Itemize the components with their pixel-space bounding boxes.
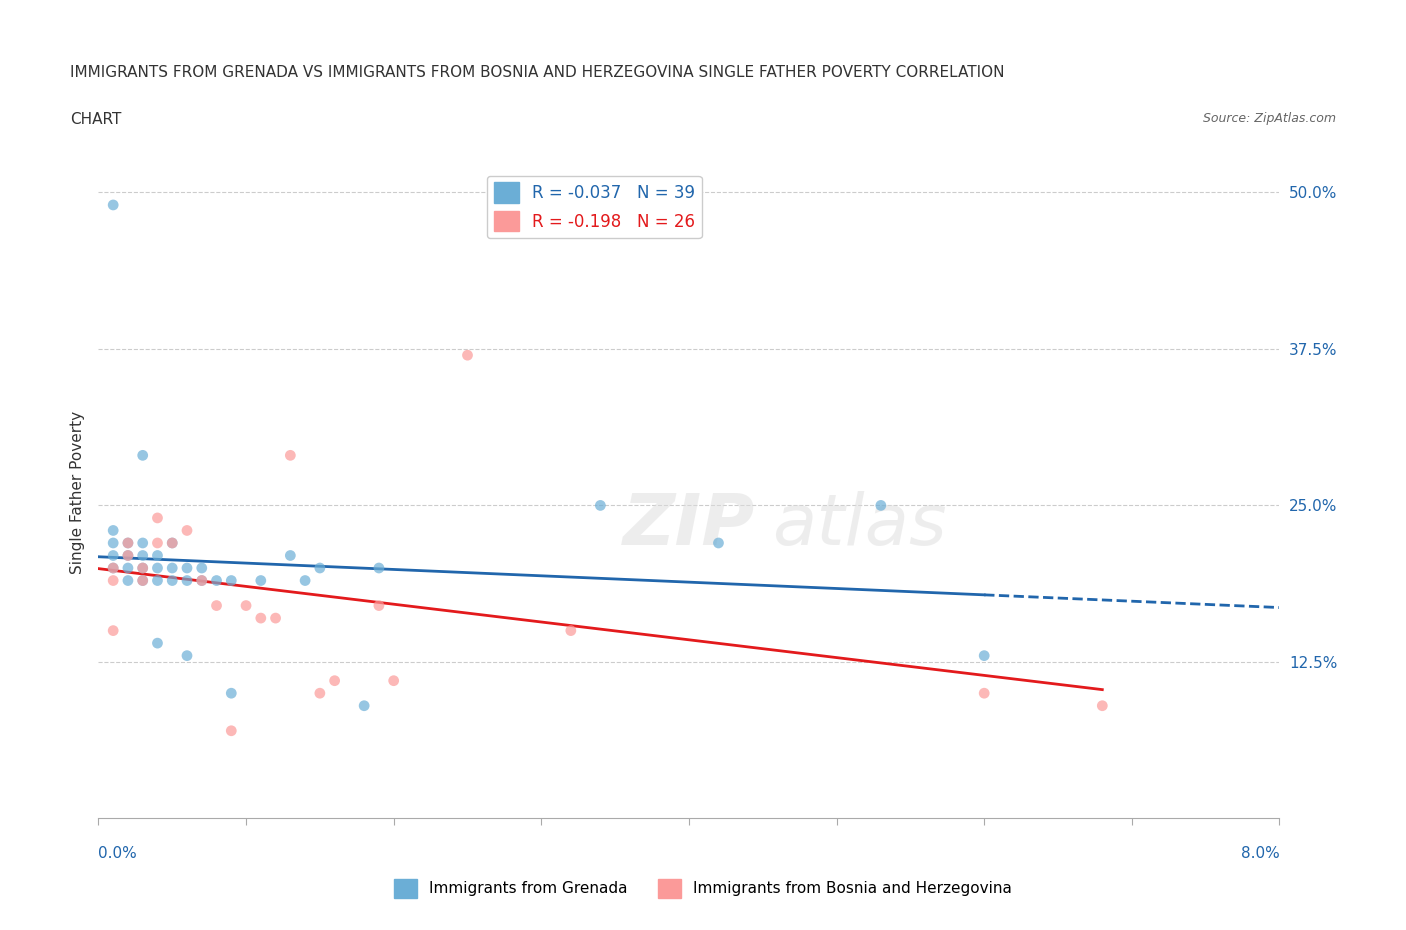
Point <box>250 611 273 626</box>
Y-axis label: Single Father Poverty: Single Father Poverty <box>69 411 84 575</box>
Point <box>162 536 183 551</box>
Point <box>117 548 139 563</box>
Point <box>205 598 228 613</box>
Point <box>146 636 169 651</box>
Point <box>456 348 478 363</box>
Point <box>132 561 155 576</box>
Point <box>146 548 169 563</box>
Point <box>191 573 214 588</box>
Point <box>219 573 242 588</box>
Text: 0.0%: 0.0% <box>98 846 138 861</box>
Point <box>162 573 183 588</box>
Legend: Immigrants from Grenada, Immigrants from Bosnia and Herzegovina: Immigrants from Grenada, Immigrants from… <box>388 873 1018 904</box>
Point <box>103 197 124 212</box>
Point <box>132 561 155 576</box>
Point <box>132 448 155 463</box>
Text: CHART: CHART <box>70 112 122 126</box>
Point <box>560 623 582 638</box>
Point <box>176 648 198 663</box>
Point <box>367 561 389 576</box>
Point <box>589 498 612 512</box>
Point <box>219 724 242 738</box>
Point <box>382 673 405 688</box>
Point <box>146 561 169 576</box>
Point <box>973 685 995 700</box>
Point <box>103 561 124 576</box>
Point <box>308 685 332 700</box>
Point <box>146 573 169 588</box>
Point <box>323 673 346 688</box>
Point <box>278 448 301 463</box>
Point <box>162 536 183 551</box>
Point <box>869 498 891 512</box>
Point <box>264 611 287 626</box>
Point <box>294 573 316 588</box>
Point <box>278 548 301 563</box>
Point <box>117 536 139 551</box>
Point <box>117 561 139 576</box>
Point <box>1091 698 1114 713</box>
Point <box>132 548 155 563</box>
Point <box>353 698 375 713</box>
Point <box>205 573 228 588</box>
Point <box>191 573 214 588</box>
Point <box>103 523 124 538</box>
Point <box>103 536 124 551</box>
Point <box>235 598 257 613</box>
Point <box>367 598 389 613</box>
Legend: R = -0.037   N = 39, R = -0.198   N = 26: R = -0.037 N = 39, R = -0.198 N = 26 <box>486 176 702 238</box>
Point <box>146 511 169 525</box>
Point <box>103 623 124 638</box>
Point <box>146 536 169 551</box>
Text: 8.0%: 8.0% <box>1240 846 1279 861</box>
Point <box>176 573 198 588</box>
Point <box>132 536 155 551</box>
Point <box>308 561 332 576</box>
Point <box>132 573 155 588</box>
Point <box>162 561 183 576</box>
Point <box>176 523 198 538</box>
Point <box>176 561 198 576</box>
Point <box>250 573 273 588</box>
Text: atlas: atlas <box>772 491 946 560</box>
Point <box>117 548 139 563</box>
Text: IMMIGRANTS FROM GRENADA VS IMMIGRANTS FROM BOSNIA AND HERZEGOVINA SINGLE FATHER : IMMIGRANTS FROM GRENADA VS IMMIGRANTS FR… <box>70 65 1005 80</box>
Point <box>103 573 124 588</box>
Point <box>103 548 124 563</box>
Point <box>707 536 730 551</box>
Text: Source: ZipAtlas.com: Source: ZipAtlas.com <box>1202 112 1336 125</box>
Point <box>219 685 242 700</box>
Point <box>973 648 995 663</box>
Text: ZIP: ZIP <box>623 491 755 560</box>
Point <box>117 536 139 551</box>
Point <box>191 561 214 576</box>
Point <box>132 573 155 588</box>
Point <box>117 573 139 588</box>
Point <box>103 561 124 576</box>
